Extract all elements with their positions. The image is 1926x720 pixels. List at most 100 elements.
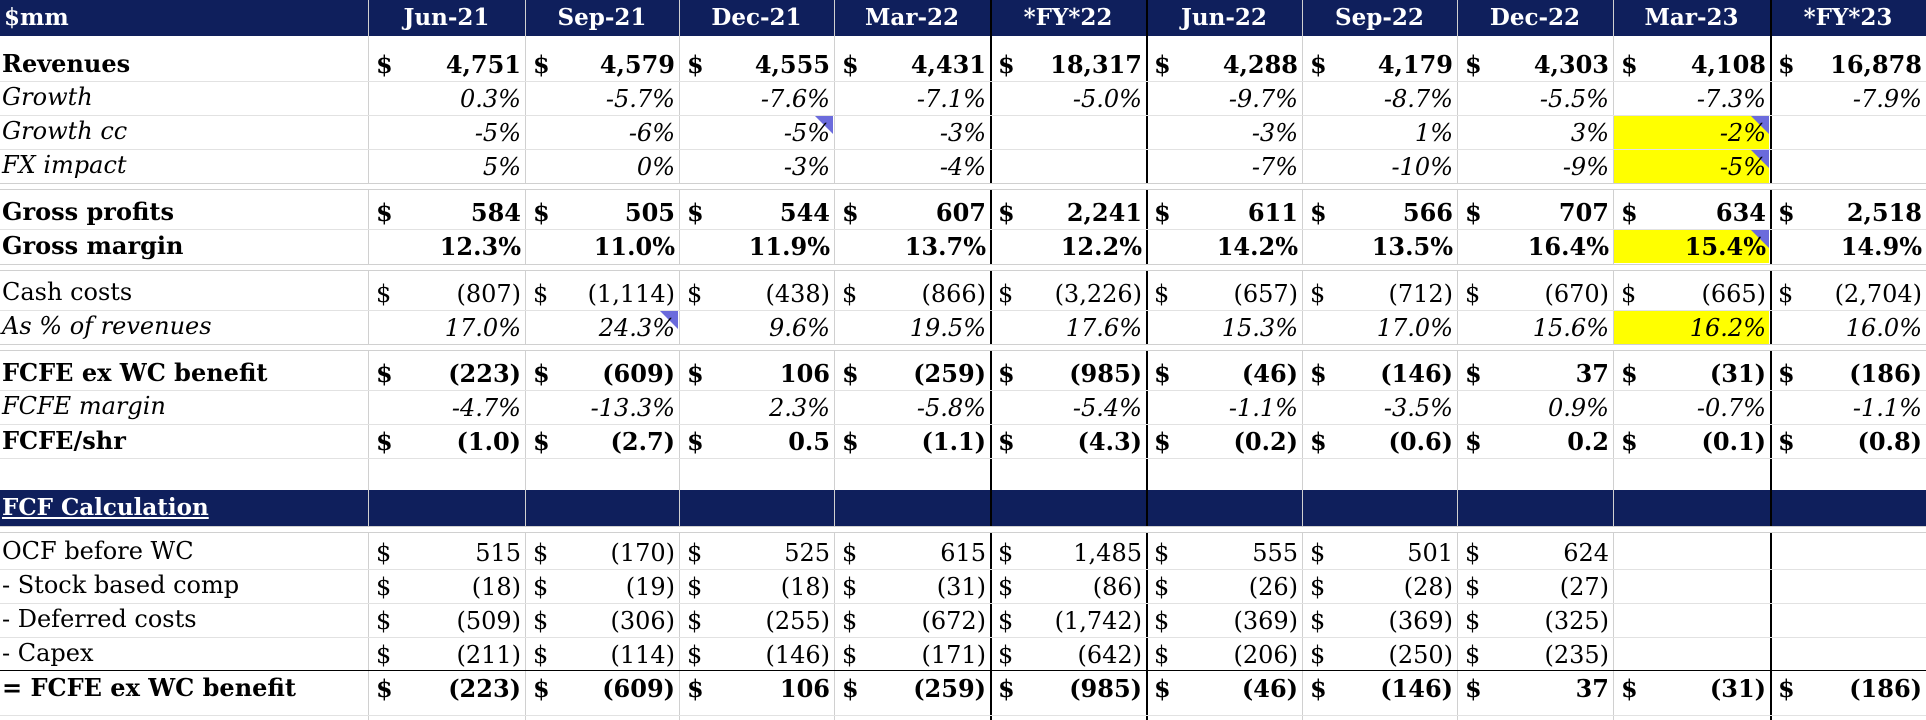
table-cell: $ (1.1) bbox=[834, 424, 990, 458]
table-cell: 13.7% bbox=[834, 229, 990, 263]
cell-value: (670) bbox=[1544, 280, 1609, 308]
table-cell: 11.0% bbox=[525, 229, 679, 263]
cell-value: (306) bbox=[610, 607, 675, 635]
table-cell: -6% bbox=[525, 115, 679, 149]
dollar-sign: $ bbox=[1310, 674, 1327, 703]
cell-value: (0.6) bbox=[1388, 427, 1453, 456]
dollar-sign: $ bbox=[1621, 280, 1637, 308]
comment-flag-icon[interactable] bbox=[1751, 150, 1769, 168]
comment-flag-icon[interactable] bbox=[660, 311, 678, 329]
row-gap bbox=[0, 183, 1926, 190]
cell-value: 14.2% bbox=[1216, 232, 1298, 261]
dollar-sign: $ bbox=[376, 573, 392, 601]
cell-value: -9% bbox=[1562, 153, 1609, 181]
dollar-sign: $ bbox=[376, 674, 393, 703]
row-divider bbox=[0, 603, 1926, 604]
table-cell: $ (0.8) bbox=[1770, 424, 1926, 458]
dollar-sign: $ bbox=[533, 607, 549, 635]
cell-value: (31) bbox=[936, 573, 986, 601]
dollar-sign: $ bbox=[1621, 427, 1638, 456]
table-cell: $ (171) bbox=[834, 637, 990, 671]
table-cell: $ (259) bbox=[834, 671, 990, 705]
dollar-sign: $ bbox=[687, 539, 703, 567]
table-cell: $555 bbox=[1146, 535, 1302, 569]
dollar-sign: $ bbox=[1154, 280, 1170, 308]
row-label: Gross profits bbox=[2, 197, 175, 226]
table-cell: $0.2 bbox=[1457, 424, 1613, 458]
table-cell: $ (255) bbox=[679, 603, 834, 637]
table-cell: 0.3% bbox=[368, 81, 525, 115]
cell-value: (26) bbox=[1248, 573, 1298, 601]
cell-value: 0.5 bbox=[788, 427, 830, 456]
highlight-cash-cost-pct bbox=[1614, 311, 1769, 344]
table-cell: $ (223) bbox=[368, 671, 525, 705]
dollar-sign: $ bbox=[842, 607, 858, 635]
dollar-sign: $ bbox=[533, 674, 550, 703]
dollar-sign: $ bbox=[376, 427, 393, 456]
table-cell: $ (670) bbox=[1457, 276, 1613, 310]
dollar-sign: $ bbox=[687, 359, 704, 388]
dollar-sign: $ bbox=[1465, 573, 1481, 601]
table-cell: $16,878 bbox=[1770, 47, 1926, 81]
cell-value: 16.0% bbox=[1845, 314, 1922, 342]
period-divider bbox=[1146, 0, 1148, 720]
table-cell: 3% bbox=[1457, 115, 1613, 149]
table-cell: $ (146) bbox=[1302, 671, 1457, 705]
dollar-sign: $ bbox=[998, 427, 1015, 456]
cell-value: (31) bbox=[1709, 359, 1766, 388]
table-cell: $ (1,742) bbox=[990, 603, 1146, 637]
cell-value: (1,114) bbox=[587, 280, 675, 308]
table-cell: $ (672) bbox=[834, 603, 990, 637]
cell-value: (255) bbox=[765, 607, 830, 635]
column-divider bbox=[1302, 0, 1303, 720]
table-cell: $ (657) bbox=[1146, 276, 1302, 310]
column-divider bbox=[834, 0, 835, 720]
cell-value: 2,241 bbox=[1066, 198, 1142, 227]
table-cell: -8.7% bbox=[1302, 81, 1457, 115]
dollar-sign: $ bbox=[1310, 539, 1326, 567]
column-divider bbox=[1613, 0, 1614, 720]
dollar-sign: $ bbox=[533, 427, 550, 456]
row-gap bbox=[0, 526, 1926, 533]
cell-value: -5.8% bbox=[916, 394, 986, 422]
column-header: *FY*23 bbox=[1803, 4, 1893, 31]
row-divider bbox=[0, 390, 1926, 391]
cell-value: -3% bbox=[1251, 119, 1298, 147]
cell-value: (3,226) bbox=[1054, 280, 1142, 308]
cell-value: (206) bbox=[1233, 641, 1298, 669]
column-header: Mar-23 bbox=[1644, 4, 1739, 31]
table-cell: 11.9% bbox=[679, 229, 834, 263]
cell-value: 106 bbox=[779, 674, 830, 703]
cell-value: 0.9% bbox=[1548, 394, 1609, 422]
table-cell: $ (31) bbox=[1613, 356, 1770, 390]
table-cell: $ (0.1) bbox=[1613, 424, 1770, 458]
cell-value: 634 bbox=[1715, 198, 1766, 227]
table-cell: $ (146) bbox=[1302, 356, 1457, 390]
table-cell: 17.0% bbox=[368, 310, 525, 344]
table-cell: $544 bbox=[679, 195, 834, 229]
row-divider bbox=[0, 149, 1926, 150]
comment-flag-icon[interactable] bbox=[1751, 116, 1769, 134]
cell-value: 12.2% bbox=[1060, 232, 1142, 261]
table-cell: $607 bbox=[834, 195, 990, 229]
cell-value: (211) bbox=[456, 641, 521, 669]
cell-value: 0.3% bbox=[460, 85, 521, 113]
row-label: - Stock based comp bbox=[2, 571, 240, 599]
cell-value: 37 bbox=[1575, 674, 1609, 703]
table-cell: -3% bbox=[1146, 115, 1302, 149]
cell-value: 15.4% bbox=[1684, 232, 1766, 261]
cell-value: (369) bbox=[1388, 607, 1453, 635]
column-header: Jun-22 bbox=[1181, 4, 1267, 31]
cell-value: -5% bbox=[1719, 153, 1766, 181]
table-cell: -9% bbox=[1457, 149, 1613, 183]
comment-flag-icon[interactable] bbox=[815, 116, 833, 134]
dollar-sign: $ bbox=[1310, 280, 1326, 308]
table-cell: 0.9% bbox=[1457, 390, 1613, 424]
row-divider bbox=[0, 715, 1926, 716]
section-title[interactable]: FCF Calculation bbox=[2, 494, 209, 521]
comment-flag-icon[interactable] bbox=[1751, 230, 1769, 248]
cell-value: 555 bbox=[1252, 539, 1298, 567]
table-cell: $ (4.3) bbox=[990, 424, 1146, 458]
column-header: Mar-22 bbox=[864, 4, 960, 31]
dollar-sign: $ bbox=[533, 198, 550, 227]
